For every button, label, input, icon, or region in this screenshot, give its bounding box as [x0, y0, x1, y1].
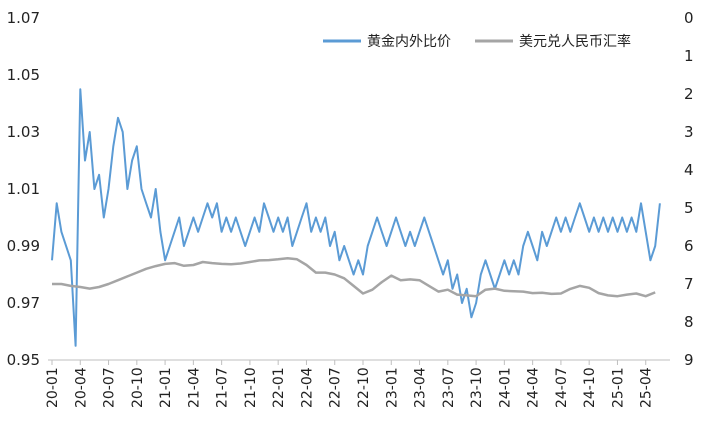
axes: 0.95 0.97 0.99 1.01 1.03 1.05 1.07 0 1 2 3 4 5 6 7 8 9 20…: [7, 9, 694, 408]
x-tick-label: 20-10: [130, 367, 146, 408]
series-line-usdcny: [52, 256, 656, 298]
x-tick-label: 25-04: [639, 367, 655, 408]
y-left-tick-label: 1.03: [7, 123, 40, 141]
x-tick-label: 21-01: [158, 367, 174, 408]
y-left-tick-label: 1.05: [7, 66, 40, 84]
x-tick-label: 24-04: [526, 367, 542, 408]
x-tick-label: 22-01: [271, 367, 287, 408]
x-tick-label: 22-07: [328, 367, 344, 408]
x-tick-label: 20-04: [73, 367, 89, 408]
y-left-tick-label: 0.99: [7, 237, 40, 255]
y-right-tick-label: 8: [684, 313, 694, 331]
x-tick-label: 21-07: [215, 367, 231, 408]
x-tick-label: 23-01: [384, 367, 400, 408]
x-tick-label: 21-10: [243, 367, 259, 408]
y-right-tick-label: 0: [684, 9, 694, 27]
x-tick-label: 23-10: [469, 367, 485, 408]
plot-area: [51, 88, 661, 347]
y-left-tick-label: 0.97: [7, 294, 40, 312]
x-tick-label: 24-10: [582, 367, 598, 408]
y-right-tick-label: 1: [684, 47, 694, 65]
x-tick-label: 23-07: [441, 367, 457, 408]
y-right-tick-label: 9: [684, 351, 694, 369]
x-tick-label: 24-07: [554, 367, 570, 408]
x-tick-label: 23-04: [413, 367, 429, 408]
y-right-tick-label: 5: [684, 199, 694, 217]
y-left-tick-label: 1.07: [7, 9, 40, 27]
x-tick-label: 22-10: [356, 367, 372, 408]
y-right-tick-label: 4: [684, 161, 694, 179]
series-line-gold-ratio: [51, 88, 661, 347]
x-tick-label: 25-01: [610, 367, 626, 408]
x-tick-label: 22-04: [299, 367, 315, 408]
y-right-tick-label: 3: [684, 123, 694, 141]
y-right-tick-label: 6: [684, 237, 694, 255]
legend-label: 黄金内外比价: [367, 33, 451, 50]
legend-label: 美元兑人民币汇率: [519, 33, 631, 50]
y-left-tick-label: 1.01: [7, 180, 40, 198]
y-left-tick-label: 0.95: [7, 351, 40, 369]
legend: 黄金内外比价 美元兑人民币汇率: [323, 33, 631, 50]
y-right-tick-label: 2: [684, 85, 694, 103]
y-right-tick-label: 7: [684, 275, 694, 293]
x-tick-label: 20-01: [45, 367, 61, 408]
x-tick-label: 20-07: [102, 367, 118, 408]
x-tick-label: 21-04: [186, 367, 202, 408]
x-tick-label: 24-01: [497, 367, 513, 408]
